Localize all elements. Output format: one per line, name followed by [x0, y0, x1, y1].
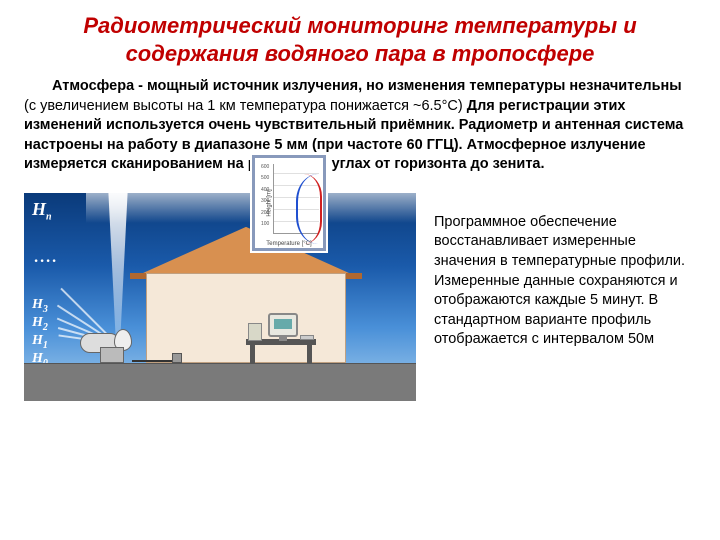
chart-curve-red: [304, 174, 322, 244]
desk-leg: [307, 345, 312, 363]
software-paragraph: Программное обеспечение восстанавливает …: [434, 193, 696, 350]
intro-plain-1: (с увеличением высоты на 1 км температур…: [24, 98, 467, 114]
desk: [246, 319, 316, 363]
chart-xlabel: Temperature [°C]: [255, 241, 323, 247]
chart-ylabel: Height [m]: [267, 189, 273, 216]
pc-tower: [248, 323, 262, 341]
intro-paragraph: Атмосфера - мощный источник излучения, н…: [24, 77, 696, 175]
junction-box: [172, 353, 182, 363]
h-label-1: H1: [32, 333, 48, 351]
ground: [24, 363, 416, 401]
radiometer-diagram: Hn ···· H3 H2 H1 H0: [24, 193, 416, 401]
intro-bold-1: Атмосфера - мощный источник излучения, н…: [52, 78, 682, 94]
page-title: Радиометрический мониторинг температуры …: [24, 12, 696, 67]
h-label-3: H3: [32, 297, 48, 315]
profile-chart: 600500400300200100 Height [m] Temperatur…: [252, 155, 326, 251]
pc-stand: [279, 337, 287, 341]
pc-monitor: [268, 313, 298, 337]
lower-row: Hn ···· H3 H2 H1 H0: [24, 193, 696, 401]
top-beam-band: [86, 193, 416, 223]
desk-leg: [250, 345, 255, 363]
radiometer-device: [80, 329, 136, 363]
h-dots: ····: [34, 253, 58, 271]
radiometer-base: [100, 347, 124, 363]
chart-axes: [273, 164, 319, 234]
h-label-n: Hn: [32, 199, 52, 223]
h-label-2: H2: [32, 315, 48, 333]
house-roof: [130, 227, 362, 279]
pc-keyboard: [300, 335, 314, 340]
